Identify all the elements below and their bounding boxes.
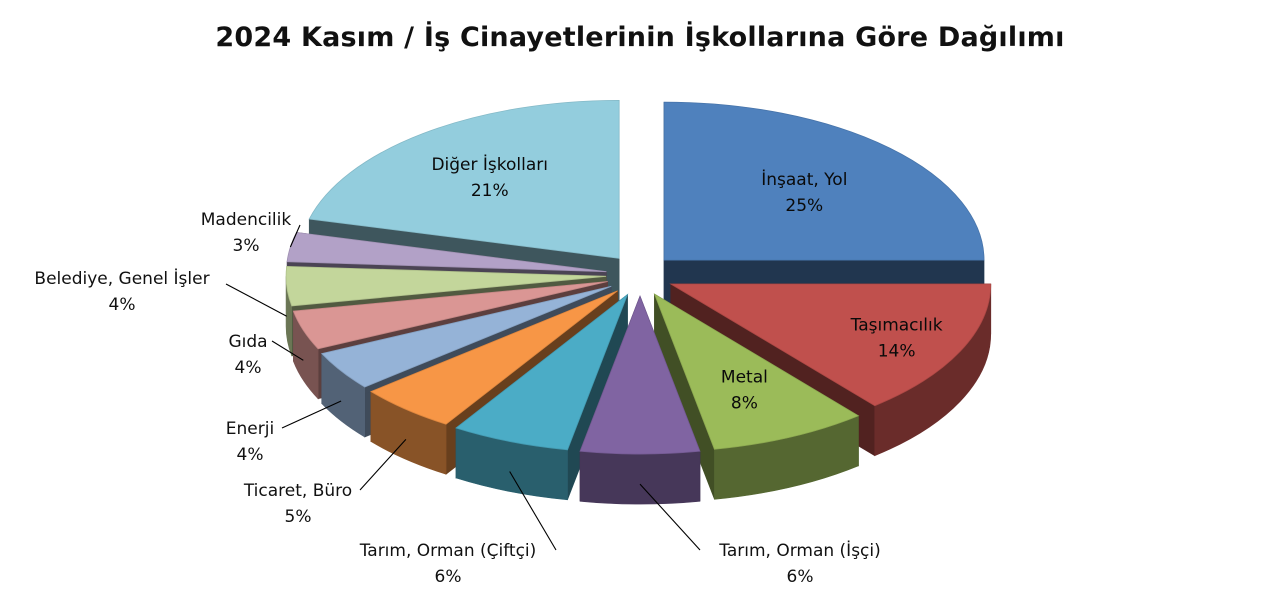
data-label-value-gida: 4% (235, 358, 262, 378)
data-label-value-metal: 8% (731, 393, 758, 413)
leader-line-ticaret-buro (359, 438, 407, 491)
data-label-enerji: Enerji (226, 419, 274, 439)
leader-line-tarim-orman-ciftci (509, 471, 557, 551)
data-label-value-tarim-orman-i-sci: 6% (787, 567, 814, 587)
data-label-tarim-orman-ciftci: Tarım, Orman (Çiftçi) (359, 541, 537, 561)
data-label-i-nsaat-yol: İnşaat, Yol (761, 169, 847, 190)
data-label-value-belediye-genel-i-sler: 4% (109, 295, 136, 315)
data-label-value-ticaret-buro: 5% (285, 507, 312, 527)
data-label-value-i-nsaat-yol: 25% (785, 196, 823, 216)
data-label-gida: Gıda (228, 332, 267, 352)
data-label-value-diger-i-skollari: 21% (471, 181, 509, 201)
data-label-tasimacilik: Taşımacılık (850, 315, 943, 335)
leader-line-madencilik (289, 224, 301, 248)
data-label-diger-i-skollari: Diğer İşkolları (431, 154, 548, 175)
data-label-belediye-genel-i-sler: Belediye, Genel İşler (34, 268, 209, 289)
data-label-value-enerji: 4% (237, 445, 264, 465)
data-label-value-madencilik: 3% (233, 236, 260, 256)
leader-line-belediye-genel-i-sler (225, 283, 287, 317)
leader-line-tarim-orman-i-sci (639, 483, 701, 551)
data-label-value-tasimacilik: 14% (878, 341, 916, 361)
data-label-metal: Metal (721, 367, 768, 387)
pie-slice-tarim-orman-ciftci (455, 293, 629, 501)
data-label-madencilik: Madencilik (201, 210, 292, 230)
pie-slice-metal (653, 293, 860, 500)
data-label-tarim-orman-i-sci: Tarım, Orman (İşçi) (718, 540, 881, 561)
data-label-value-tarim-orman-ciftci: 6% (435, 567, 462, 587)
pie-slice-i-nsaat-yol (663, 101, 985, 311)
leader-line-enerji (281, 400, 342, 429)
pie-slice-tarim-orman-i-sci (579, 294, 701, 505)
leader-line-gida (271, 340, 304, 361)
chart-title: 2024 Kasım / İş Cinayetlerinin İşkolları… (215, 22, 1065, 53)
data-label-ticaret-buro: Ticaret, Büro (243, 481, 352, 501)
